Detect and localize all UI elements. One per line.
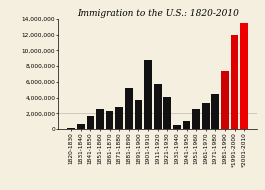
Bar [115, 107, 123, 129]
Bar [164, 97, 171, 129]
Title: Immigration to the U.S.: 1820-2010: Immigration to the U.S.: 1820-2010 [77, 9, 239, 18]
Bar [154, 84, 162, 129]
Bar [211, 94, 219, 129]
Bar [144, 60, 152, 129]
Bar [67, 128, 75, 129]
Bar [173, 125, 181, 129]
Bar [96, 109, 104, 129]
Bar [221, 71, 229, 129]
Bar [135, 100, 142, 129]
Bar [202, 103, 210, 129]
Bar [192, 109, 200, 129]
Bar [106, 111, 113, 129]
Bar [87, 116, 94, 129]
Bar [240, 23, 248, 129]
Bar [183, 121, 190, 129]
Bar [77, 124, 85, 129]
Bar [231, 35, 238, 129]
Bar [125, 88, 133, 129]
